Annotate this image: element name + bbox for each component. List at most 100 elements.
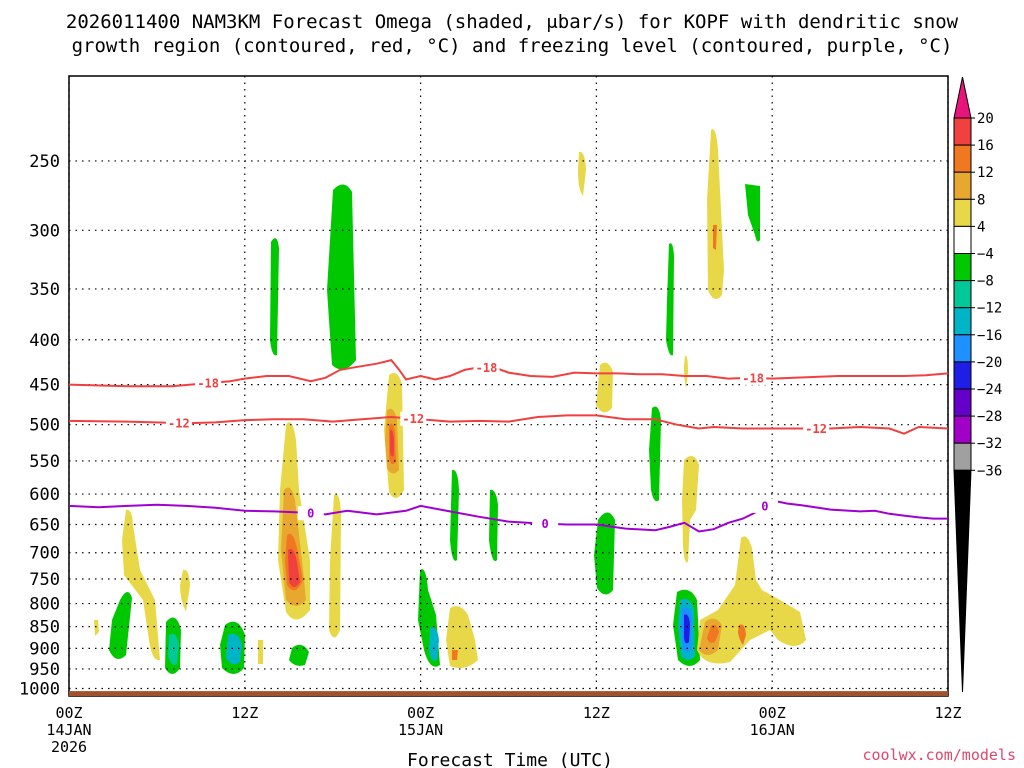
x-tick-label: 15JAN [398,721,443,739]
contour-line [68,499,948,533]
contour-label-background [751,498,778,513]
omega-region [684,614,690,644]
contour-label: -12 [402,412,424,426]
omega-region [327,184,356,370]
omega-region [489,489,498,562]
contour-label-background [803,421,830,436]
colorbar-tick-label: −4 [977,247,994,263]
colorbar-swatch [953,415,972,444]
contour-label: 0 [761,499,768,513]
colorbar-tick-label: 12 [977,165,994,181]
colorbar-swatch [953,442,972,471]
omega-region [226,633,242,665]
omega-region [682,456,699,563]
colorbar-tick-label: −36 [977,463,1002,479]
colorbar-tick-label: 20 [977,111,994,127]
colorbar-swatch [953,280,972,309]
y-tick-label: 1000 [19,679,60,699]
colorbar-swatch [953,253,972,282]
y-tick-label: 800 [29,595,60,615]
colorbar-tick-label: −8 [977,274,994,290]
y-tick-label: 450 [29,376,60,396]
omega-shading [94,129,806,674]
y-tick-label: 300 [29,221,60,241]
colorbar-swatch [953,198,972,227]
omega-region [122,509,160,661]
y-tick-label: 500 [29,416,60,436]
omega-region [649,406,661,502]
y-tick-label: 950 [29,660,60,680]
colorbar-tick-label: −16 [977,328,1002,344]
colorbar-tick-label: 8 [977,192,985,208]
colorbar-swatch [953,361,972,390]
y-tick-label: 700 [29,544,60,564]
contour-lines: -18 -18 -18 -12 -12 -12 0 0 0 [68,358,949,533]
omega-region [594,512,615,595]
y-tick-label: 750 [29,570,60,590]
x-tick-label: 00Z [759,704,786,722]
contour-label: 0 [542,517,549,531]
y-tick-label: 650 [29,516,60,536]
colorbar-swatch [953,117,972,146]
omega-region [390,429,394,457]
colorbar-swatch [953,307,972,336]
omega-region [697,536,806,664]
colorbar-cap-top [953,76,972,119]
y-tick-label: 550 [29,452,60,472]
colorbar-tick-label: −32 [977,436,1002,452]
contour-label-background [195,376,222,391]
colorbar-tick-label: 16 [977,138,994,154]
omega-region [258,640,263,664]
y-tick-label: 350 [29,280,60,300]
contour-label: -12 [168,416,190,430]
contour-label: -12 [805,422,827,436]
chart-title: 2026011400 NAM3KM Forecast Omega (shaded… [66,11,959,57]
colorbar-swatch [953,225,972,254]
omega-region [707,129,724,299]
omega-region [168,633,179,665]
x-tick-label: 16JAN [750,721,795,739]
omega-region [596,362,613,413]
colorbar-cap-bottom [953,469,972,693]
contour-label-background [400,411,427,426]
omega-region [429,627,439,661]
x-tick-label: 00Z [407,704,434,722]
omega-region [713,225,717,250]
y-tick-label: 850 [29,618,60,638]
colorbar-swatch [953,171,972,200]
surface-band [69,691,948,696]
omega-region [450,469,459,561]
omega-region [94,620,99,636]
omega-region [578,151,586,196]
omega-region [289,644,309,666]
omega-region [109,591,132,659]
x-axis-label: Forecast Time (UTC) [407,750,613,768]
omega-region [446,606,478,668]
contour-label: -18 [197,377,219,391]
colorbar-tick-label: 4 [977,219,985,235]
x-tick-label: 12Z [583,704,610,722]
x-tick-label: 12Z [231,704,258,722]
omega-region [666,243,674,356]
omega-region [180,569,190,612]
y-tick-label: 900 [29,639,60,659]
x-tick-label: 2026 [51,738,87,756]
site-credit: coolwx.com/models [862,746,1016,764]
colorbar-tick-label: −24 [977,382,1002,398]
y-axis-ticks: 2503003504004505005506006507007508008509… [19,152,60,700]
contour-label: -18 [476,361,498,375]
x-tick-label: 14JAN [46,721,91,739]
colorbar-tick-label: −12 [977,301,1002,317]
colorbar-swatch [953,144,972,173]
contour-label-background [297,506,324,521]
omega-region [707,624,719,643]
omega-region [288,548,300,587]
omega-region [745,184,760,242]
colorbar-swatch [953,388,972,417]
contour-label: 0 [307,507,314,521]
ground-surface [69,691,948,696]
omega-region [738,624,746,645]
x-tick-label: 12Z [934,704,961,722]
contour-label: -18 [742,371,764,385]
y-tick-label: 250 [29,152,60,172]
